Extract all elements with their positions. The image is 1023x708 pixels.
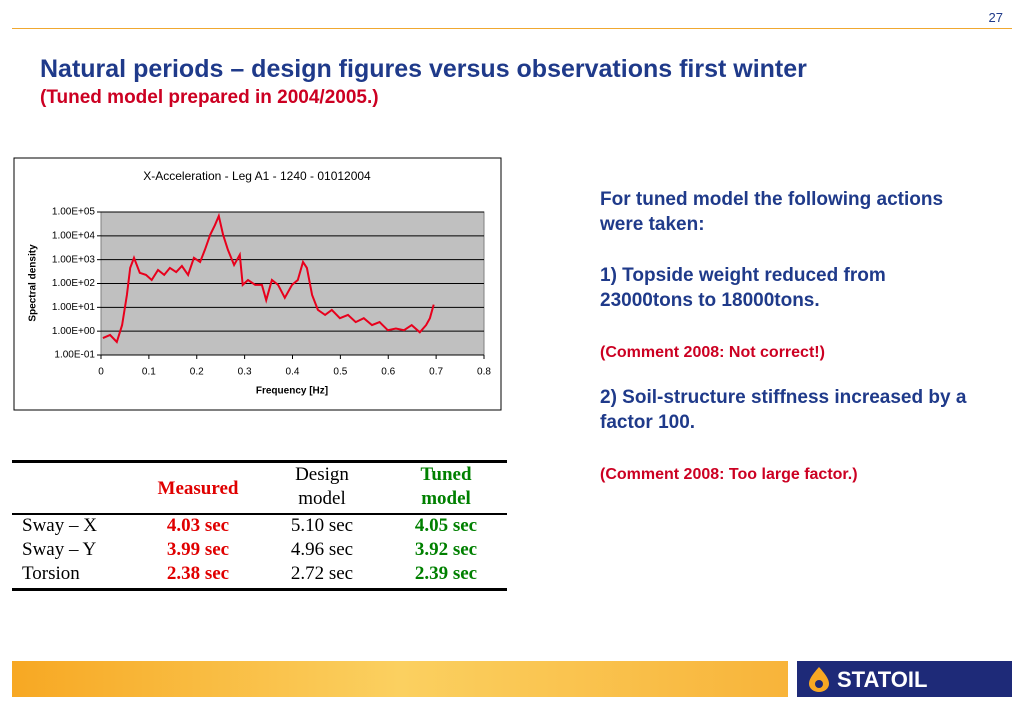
y-tick-label: 1.00E+02	[52, 278, 96, 289]
table-cell: Torsion	[22, 563, 80, 584]
table-cell: 3.92 sec	[414, 539, 478, 560]
table-cell: 2.38 sec	[166, 563, 230, 584]
table-cell: 2.39 sec	[414, 563, 478, 584]
table-rule	[12, 513, 507, 515]
x-tick-label: 0.8	[477, 367, 491, 378]
logo-box: STATOIL	[797, 661, 1012, 697]
table-cell: Sway – Y	[22, 539, 97, 560]
chart-title: X-Acceleration - Leg A1 - 1240 - 0101200…	[143, 169, 371, 183]
x-axis-label: Frequency [Hz]	[256, 386, 328, 397]
table-cell: 2.72 sec	[290, 563, 354, 584]
data-line	[102, 212, 435, 344]
table-cell: 5.10 sec	[290, 515, 354, 536]
y-tick-label: 1.00E+03	[52, 254, 96, 265]
x-tick-label: 0.2	[190, 367, 204, 378]
y-tick-label: 1.00E+05	[52, 207, 96, 218]
title: Natural periods – design figures versus …	[40, 55, 807, 83]
table-cell: 3.99 sec	[166, 539, 230, 560]
top-rule	[12, 28, 1012, 29]
table-rule	[12, 588, 507, 591]
x-tick-label: 0.3	[238, 367, 252, 378]
x-tick-label: 0	[98, 367, 104, 378]
header-cell: Measured	[157, 478, 239, 499]
paragraph: 2) Soil-structure stiffness increased by…	[600, 387, 967, 433]
y-tick-label: 1.00E+00	[52, 326, 96, 337]
paragraph: 1) Topside weight reduced from 23000tons…	[600, 265, 886, 311]
subtitle: (Tuned model prepared in 2004/2005.)	[40, 87, 379, 108]
paragraph: (Comment 2008: Not correct!)	[600, 344, 825, 361]
table-cell: 4.05 sec	[414, 515, 478, 536]
chart: X-Acceleration - Leg A1 - 1240 - 0101200…	[13, 157, 502, 411]
x-tick-label: 0.6	[381, 367, 395, 378]
paragraph: For tuned model the following actions we…	[600, 189, 944, 235]
header-cell: Tuned model	[420, 464, 472, 509]
x-tick-label: 0.7	[429, 367, 443, 378]
header-cell: Design model	[295, 464, 349, 509]
y-tick-label: 1.00E-01	[54, 350, 95, 361]
y-axis-label: Spectral density	[28, 244, 39, 322]
table-rule	[12, 460, 507, 463]
table-cell: 4.03 sec	[166, 515, 230, 536]
table-cell: Sway – X	[22, 515, 97, 536]
y-tick-label: 1.00E+01	[52, 302, 96, 313]
paragraph: (Comment 2008: Too large factor.)	[600, 466, 858, 483]
y-tick-label: 1.00E+04	[52, 230, 96, 241]
logo-text: STATOIL	[837, 667, 928, 692]
table-cell: 4.96 sec	[290, 539, 354, 560]
x-tick-label: 0.1	[142, 367, 156, 378]
footer-bar	[12, 661, 788, 697]
logo-icon	[809, 667, 829, 692]
x-tick-label: 0.4	[286, 367, 300, 378]
page-number: 27	[988, 10, 1003, 25]
x-tick-label: 0.5	[333, 367, 347, 378]
